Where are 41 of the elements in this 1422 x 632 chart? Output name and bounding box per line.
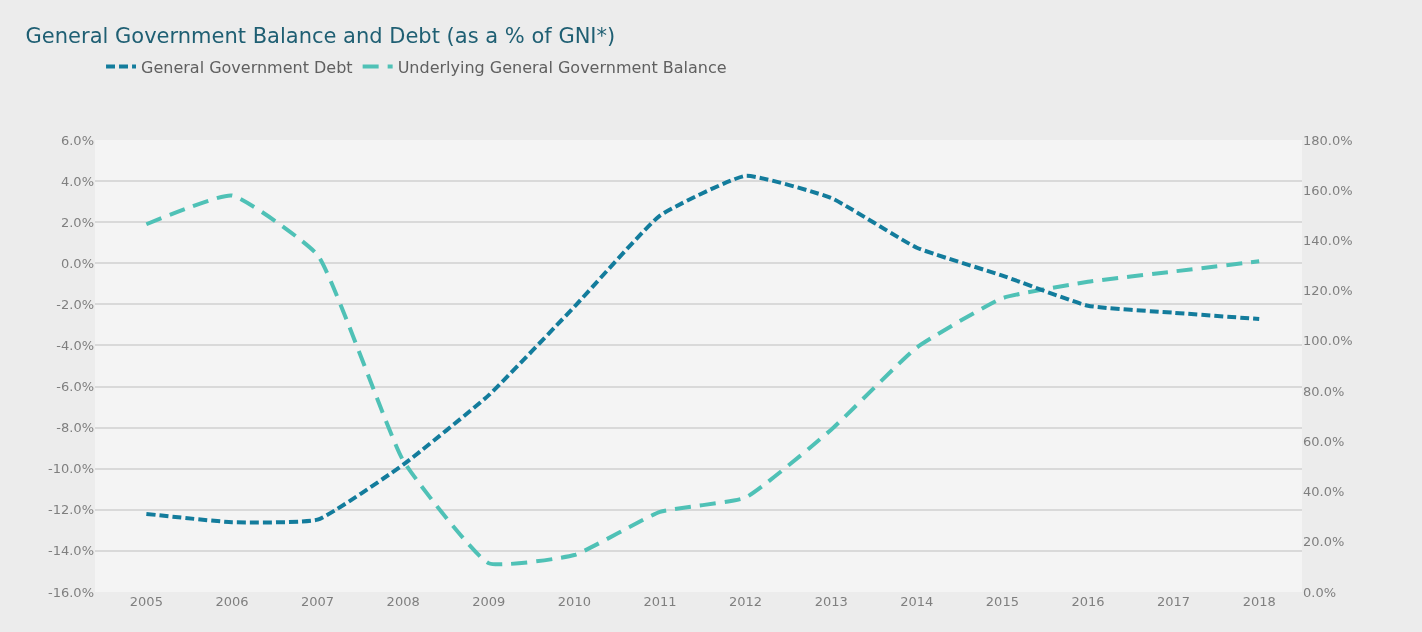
y-tick-label: -4.0% [56,338,94,353]
x-tick-label: 2007 [301,594,335,609]
x-tick-label: 2010 [557,594,591,609]
x-tick-label: 2012 [729,594,763,609]
y2-tick-label: 60.0% [1303,433,1345,449]
x-tick-label: 2017 [1157,594,1191,609]
y-tick-label: 2.0% [60,214,94,230]
y2-tick-label: 0.0% [1303,584,1337,600]
y-tick-label: -2.0% [56,296,94,312]
y2-tick-label: 40.0% [1303,484,1345,500]
y-tick-label: -14.0% [48,543,94,559]
y2-tick-label: 180.0% [1303,132,1353,148]
y-tick-label: -10.0% [48,461,94,477]
y2-tick-label: 20.0% [1303,534,1345,550]
legend-label: General Government Debt [141,57,353,77]
x-tick-label: 2014 [900,594,934,609]
x-tick-label: 2015 [985,594,1019,609]
x-tick-label: 2013 [814,594,848,609]
x-tick-label: 2018 [1242,594,1276,609]
y2-tick-label: 120.0% [1303,283,1353,299]
chart-title: General Government Balance and Debt (as a % of GNI*) [25,24,616,49]
x-tick-label: 2008 [386,594,420,609]
line-series [144,173,1262,525]
line-series [144,193,1262,567]
x-tick-label: 2016 [1071,594,1105,609]
y2-tick-label: 140.0% [1303,232,1353,248]
y2-tick-label: 100.0% [1303,333,1353,349]
y-tick-label: -12.0% [48,502,94,518]
x-tick-label: 2006 [215,594,249,609]
y2-tick-label: 160.0% [1303,182,1353,198]
y-tick-label: -8.0% [56,420,94,436]
y-tick-label: -16.0% [48,584,94,600]
x-tick-label: 2011 [643,594,677,609]
y-tick-label: 4.0% [60,173,94,189]
y-tick-label: 6.0% [60,132,94,148]
y-tick-label: 0.0% [60,255,94,271]
legend-label: Underlying General Government Balance [397,57,727,77]
x-tick-label: 2005 [129,594,163,609]
y-tick-label: -6.0% [56,379,94,395]
x-tick-label: 2009 [472,594,506,609]
y2-tick-label: 80.0% [1303,383,1345,399]
